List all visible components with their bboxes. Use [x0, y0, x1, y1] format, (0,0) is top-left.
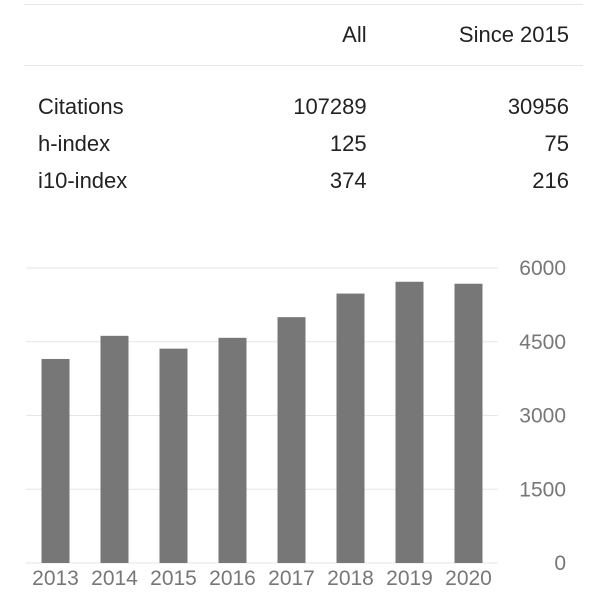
x-tick-label: 2015 [150, 567, 197, 590]
citation-stats-table: All Since 2015 Citations 107289 30956 h-… [24, 4, 583, 199]
y-tick-label: 0 [554, 552, 566, 575]
bar-2017[interactable] [277, 317, 306, 563]
row-all-value: 125 [329, 130, 367, 156]
x-tick-label: 2018 [327, 567, 374, 590]
header-blank [24, 4, 216, 66]
header-since[interactable]: Since 2015 [380, 4, 583, 66]
bar-2020[interactable] [454, 283, 483, 563]
x-tick-label: 2019 [386, 567, 433, 590]
bar-2014[interactable] [100, 335, 129, 563]
bar-2016[interactable] [218, 337, 247, 563]
row-label[interactable]: Citations [38, 93, 124, 119]
stats-header-row: All Since 2015 [24, 4, 583, 66]
bar-2018[interactable] [336, 293, 365, 563]
row-all-value: 107289 [293, 93, 367, 119]
bar-2019[interactable] [395, 281, 424, 563]
row-since-value: 216 [532, 167, 569, 193]
row-since-value: 30956 [507, 93, 569, 119]
x-tick-label: 2013 [32, 567, 79, 590]
bar-2015[interactable] [159, 348, 188, 563]
row-label[interactable]: h-index [38, 130, 111, 156]
row-since-value: 75 [544, 130, 569, 156]
header-all[interactable]: All [215, 4, 381, 66]
stats-row-i10-index: i10-index 374 216 [24, 162, 583, 199]
bar-2013[interactable] [41, 358, 70, 563]
x-tick-label: 2017 [268, 567, 315, 590]
y-tick-label: 3000 [519, 405, 566, 428]
y-tick-label: 4500 [519, 331, 566, 354]
x-tick-label: 2020 [445, 567, 492, 590]
stats-row-h-index: h-index 125 75 [24, 125, 583, 162]
y-tick-label: 1500 [519, 478, 566, 501]
y-tick-label: 6000 [519, 257, 566, 280]
x-tick-label: 2016 [209, 567, 256, 590]
x-tick-label: 2014 [91, 567, 138, 590]
stats-row-citations: Citations 107289 30956 [24, 66, 583, 126]
row-label[interactable]: i10-index [38, 167, 128, 193]
row-all-value: 374 [329, 167, 367, 193]
